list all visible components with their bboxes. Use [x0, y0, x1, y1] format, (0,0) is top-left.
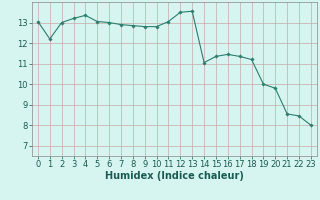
- X-axis label: Humidex (Indice chaleur): Humidex (Indice chaleur): [105, 171, 244, 181]
